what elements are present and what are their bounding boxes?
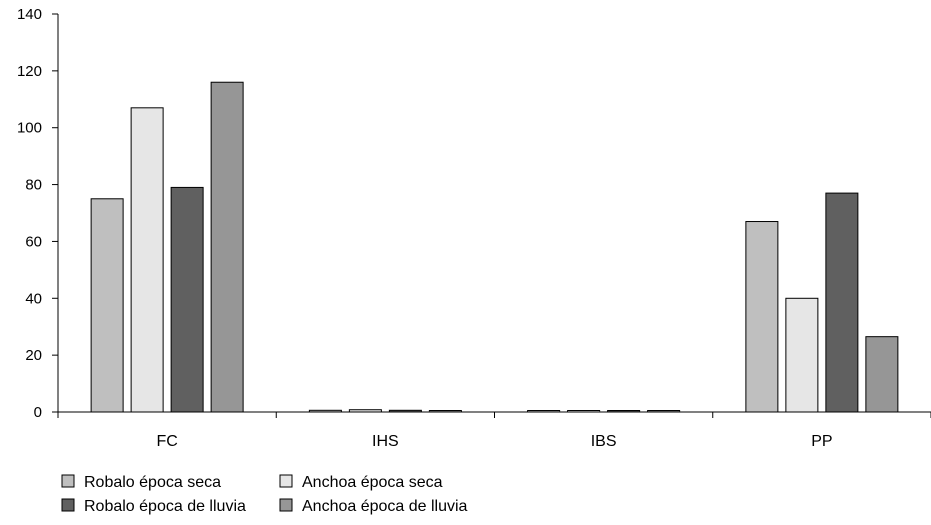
- legend-label: Anchoa época de lluvia: [302, 498, 468, 515]
- x-category-label: IHS: [372, 433, 399, 450]
- bar: [865, 336, 899, 413]
- legend-swatch: [61, 474, 75, 488]
- bar: [348, 409, 382, 413]
- bar: [785, 297, 819, 413]
- bar: [745, 221, 779, 413]
- legend: Robalo época seca Anchoa época seca Robalo…: [61, 474, 468, 515]
- bar: [428, 410, 462, 413]
- bar: [567, 410, 601, 413]
- legend-label: Robalo época de lluvia: [84, 498, 246, 515]
- bar: [825, 192, 859, 413]
- y-tick-label: 100: [17, 120, 42, 137]
- legend-swatch: [279, 474, 293, 488]
- bar: [308, 409, 342, 413]
- y-tick-label: 140: [17, 6, 42, 23]
- bar: [388, 409, 422, 413]
- y-axis: 0 20 40 60 80 100 120 140: [17, 6, 59, 421]
- y-tick-label: 80: [25, 177, 42, 194]
- bar: [647, 410, 681, 413]
- bar: [607, 410, 641, 413]
- x-category-label: FC: [156, 433, 177, 450]
- legend-swatch: [279, 498, 293, 512]
- x-category-label: PP: [811, 433, 832, 450]
- y-tick-label: 60: [25, 233, 42, 250]
- legend-swatch: [61, 498, 75, 512]
- bar: [90, 198, 124, 413]
- legend-label: Robalo época seca: [84, 474, 221, 491]
- x-category-label: IBS: [591, 433, 617, 450]
- bars: [90, 81, 899, 413]
- bar: [130, 107, 164, 413]
- bar: [170, 186, 204, 413]
- bar: [210, 81, 244, 413]
- y-tick-label: 40: [25, 290, 42, 307]
- y-tick-label: 20: [25, 347, 42, 364]
- legend-label: Anchoa época seca: [302, 474, 443, 491]
- y-tick-label: 120: [17, 63, 42, 80]
- bar: [527, 410, 561, 413]
- x-axis: FC IHS IBS PP: [57, 411, 931, 450]
- y-tick-label: 0: [34, 404, 42, 421]
